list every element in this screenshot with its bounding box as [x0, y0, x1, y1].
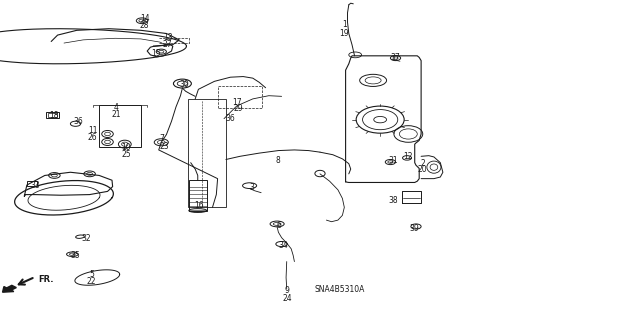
Bar: [188, 99, 226, 207]
Text: 5: 5: [89, 271, 94, 279]
Text: 19: 19: [339, 29, 349, 38]
Text: 26: 26: [88, 133, 98, 142]
Text: 37: 37: [390, 53, 400, 62]
Text: 36: 36: [225, 114, 236, 123]
Text: 2: 2: [420, 159, 425, 168]
Bar: [99, 105, 141, 147]
Text: 29: 29: [233, 104, 243, 113]
Text: 28: 28: [140, 21, 149, 30]
Text: 6: 6: [276, 221, 282, 230]
Bar: [189, 180, 207, 211]
Text: 30: 30: [179, 80, 189, 89]
Text: 17: 17: [232, 98, 242, 107]
Text: 15: 15: [150, 49, 161, 58]
Text: 31: 31: [388, 156, 398, 165]
Text: 8: 8: [275, 156, 280, 165]
Text: 32: 32: [81, 234, 92, 243]
Text: 16: 16: [194, 201, 204, 210]
Text: 33: 33: [30, 181, 40, 190]
Text: 24: 24: [282, 294, 292, 303]
Text: 34: 34: [278, 241, 289, 250]
Text: 14: 14: [140, 14, 150, 23]
Text: 36: 36: [73, 117, 83, 126]
Text: 18: 18: [50, 111, 59, 120]
Text: 35: 35: [70, 251, 81, 260]
Text: 11: 11: [88, 126, 97, 135]
Text: SNA4B5310A: SNA4B5310A: [315, 285, 365, 294]
Text: 3: 3: [249, 183, 254, 192]
Text: FR.: FR.: [38, 275, 54, 284]
Text: 20: 20: [417, 165, 428, 174]
Text: 7: 7: [159, 134, 164, 143]
Text: 21: 21: [111, 110, 120, 119]
Text: 22: 22: [87, 278, 96, 286]
Text: 23: 23: [159, 142, 169, 151]
Text: 1: 1: [342, 20, 347, 29]
Text: 25: 25: [121, 150, 131, 159]
Bar: [48, 113, 57, 117]
Text: 10: 10: [121, 143, 131, 152]
Text: 4: 4: [113, 103, 118, 112]
Text: 27: 27: [163, 40, 173, 49]
Text: 9: 9: [285, 286, 290, 295]
Text: 39: 39: [410, 224, 420, 233]
Text: 13: 13: [163, 33, 173, 42]
Bar: [46, 112, 59, 118]
Bar: [27, 181, 37, 186]
Text: 38: 38: [388, 196, 399, 204]
Text: 12: 12: [404, 152, 413, 161]
FancyArrow shape: [3, 285, 17, 292]
